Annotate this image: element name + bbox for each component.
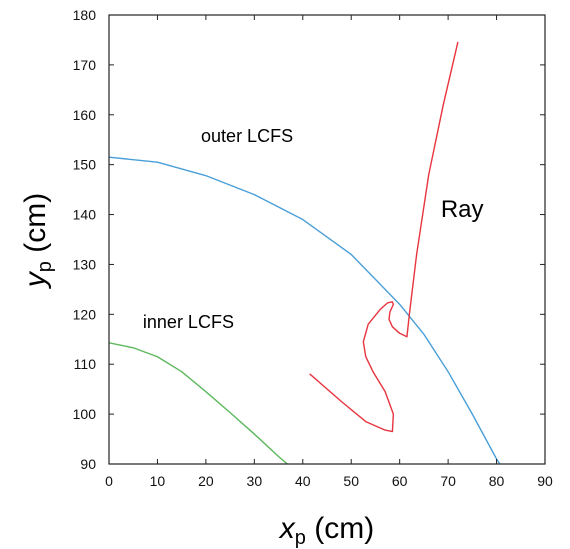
y-axis-title: yp (cm) bbox=[19, 193, 56, 289]
y-tick-label: 160 bbox=[73, 107, 97, 123]
series-line-ray bbox=[309, 41, 459, 433]
x-axis-title: xp (cm) bbox=[278, 512, 374, 549]
x-axis-unit: (cm) bbox=[306, 512, 374, 545]
x-tick-label: 20 bbox=[198, 473, 214, 489]
x-axis-symbol: x bbox=[278, 512, 296, 545]
series-layer bbox=[109, 41, 501, 464]
y-tick-label: 130 bbox=[73, 256, 97, 272]
y-tick-label: 180 bbox=[73, 7, 97, 23]
y-tick-label: 120 bbox=[73, 306, 97, 322]
y-axis-symbol: y bbox=[19, 270, 52, 289]
series-line-inner-lcfs bbox=[109, 342, 289, 464]
plot-frame bbox=[108, 14, 546, 465]
annotation-inner-lcfs: inner LCFS bbox=[143, 312, 234, 332]
annotation-ray: Ray bbox=[441, 196, 484, 223]
series-line-outer-lcfs bbox=[109, 156, 501, 464]
x-tick-label: 10 bbox=[150, 473, 166, 489]
x-tick-label: 60 bbox=[392, 473, 408, 489]
y-tick-label: 140 bbox=[73, 207, 97, 223]
x-tick-label: 40 bbox=[295, 473, 311, 489]
x-tick-label: 80 bbox=[489, 473, 505, 489]
y-axis-subscript: p bbox=[34, 261, 56, 272]
x-tick-label: 70 bbox=[440, 473, 456, 489]
y-tick-label: 170 bbox=[73, 57, 97, 73]
annotation-outer-lcfs: outer LCFS bbox=[201, 126, 293, 146]
x-axis-subscript: p bbox=[295, 527, 306, 549]
x-tick-label: 90 bbox=[537, 473, 553, 489]
y-tick-label: 110 bbox=[74, 356, 97, 372]
y-axis-unit: (cm) bbox=[19, 193, 52, 261]
annotations-layer: outer LCFS inner LCFS Ray bbox=[143, 126, 484, 332]
x-tick-label: 50 bbox=[343, 473, 359, 489]
x-tick-label: 30 bbox=[247, 473, 263, 489]
ticks-layer: 0 10 20 30 40 50 60 70 80 90 90 100 110 120 130 140 150 1… bbox=[73, 7, 553, 489]
y-tick-label: 90 bbox=[80, 456, 96, 472]
y-tick-label: 150 bbox=[73, 157, 97, 173]
x-tick-label: 0 bbox=[105, 473, 113, 489]
y-tick-label: 100 bbox=[73, 406, 97, 422]
